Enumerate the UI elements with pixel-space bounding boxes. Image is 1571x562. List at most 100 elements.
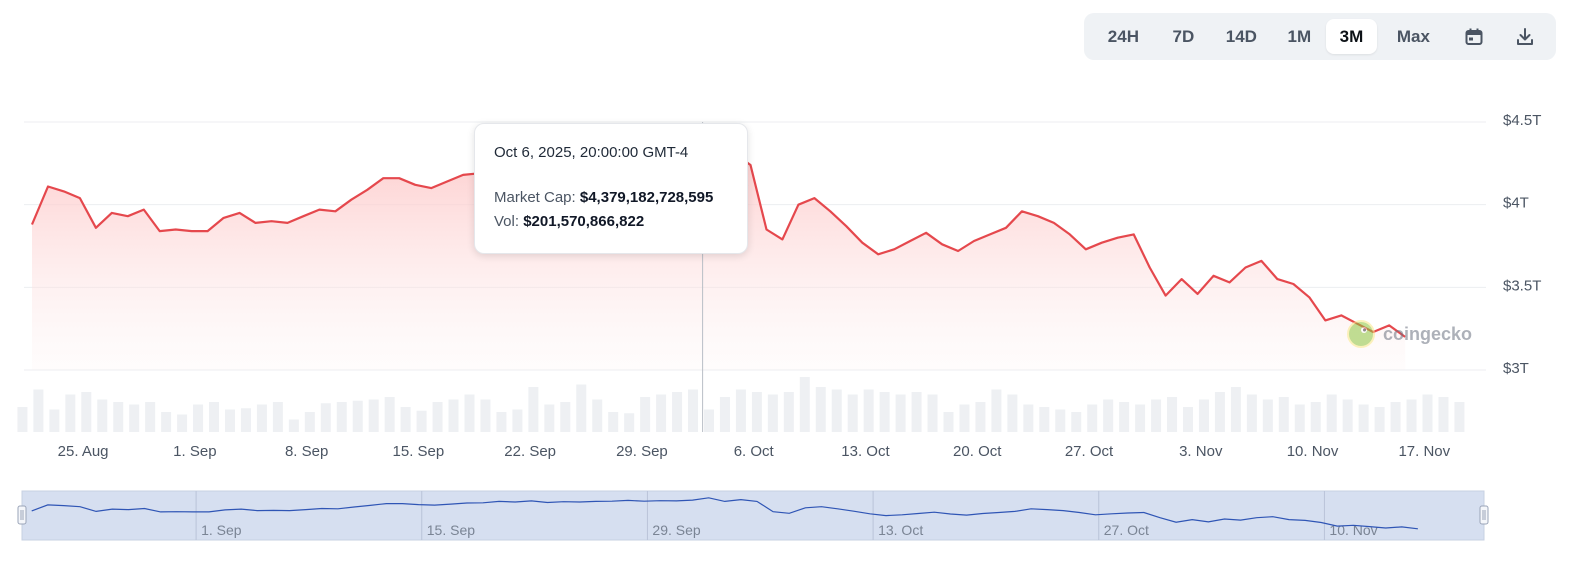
volume-bar — [1342, 399, 1353, 432]
navigator-tick-label: 13. Oct — [878, 522, 923, 538]
volume-bar — [863, 389, 874, 432]
volume-bar — [831, 389, 842, 432]
volume-bar — [735, 389, 746, 432]
range-navigator: 1. Sep 15. Sep 29. Sep 13. Oct 27. Oct 10. No… — [17, 490, 1489, 541]
range-24h-button[interactable]: 24H — [1107, 26, 1139, 46]
volume-bar — [416, 410, 427, 432]
tooltip-volume-value: $201,570,866,822 — [523, 213, 645, 230]
volume-bar — [432, 402, 443, 432]
volume-bar — [943, 412, 954, 432]
navigator-left-handle[interactable] — [17, 505, 27, 525]
volume-bar — [33, 389, 44, 432]
x-tick-label: 20. Oct — [953, 443, 1002, 460]
volume-bar — [97, 399, 108, 432]
data-tooltip: Oct 6, 2025, 20:00:00 GMT-4 Market Cap: … — [474, 123, 748, 254]
volume-bar — [1230, 387, 1241, 432]
range-max-button[interactable]: Max — [1396, 26, 1430, 46]
tooltip-date: Oct 6, 2025, 20:00:00 GMT-4 — [494, 144, 689, 161]
range-3m-button[interactable]: 3M — [1325, 19, 1377, 54]
volume-bar — [927, 394, 938, 432]
volume-bar — [368, 399, 379, 432]
volume-bar — [1262, 399, 1273, 432]
watermark-text: coingecko — [1383, 323, 1473, 344]
volume-bar — [608, 412, 619, 432]
volume-bar — [400, 407, 411, 432]
volume-bar — [1278, 397, 1289, 432]
volume-bar — [1422, 394, 1433, 432]
navigator-line — [31, 497, 1418, 530]
tooltip-volume: Vol: $201,570,866,822 — [494, 213, 747, 230]
volume-bar — [975, 402, 986, 432]
volume-bar — [688, 389, 699, 432]
tooltip-market-cap-value: $4,379,182,728,595 — [579, 189, 714, 206]
volume-bar — [1087, 404, 1098, 432]
volume-bar — [1390, 402, 1401, 432]
volume-bar — [480, 399, 491, 432]
x-tick-label: 27. Oct — [1065, 443, 1114, 460]
download-icon[interactable] — [1501, 19, 1550, 54]
volume-bar — [879, 392, 890, 432]
volume-bar — [224, 409, 235, 432]
navigator-tick-label: 1. Sep — [201, 522, 242, 538]
volume-bar — [1374, 407, 1385, 432]
volume-bar — [959, 404, 970, 432]
volume-bar — [320, 403, 331, 432]
volume-bar — [815, 387, 826, 432]
volume-bar — [1007, 394, 1018, 432]
volume-bar — [240, 408, 251, 432]
x-tick-label: 25. Aug — [58, 443, 109, 460]
tooltip-market-cap: Market Cap: $4,379,182,728,595 — [494, 189, 747, 206]
volume-bar — [1326, 394, 1337, 432]
volume-bar — [991, 389, 1002, 432]
x-tick-label: 6. Oct — [734, 443, 775, 460]
volume-bar — [895, 394, 906, 432]
x-tick-label: 17. Nov — [1398, 443, 1450, 460]
x-tick-label: 8. Sep — [285, 443, 328, 460]
volume-bar — [129, 404, 140, 432]
range-14d-button[interactable]: 14D — [1225, 26, 1257, 46]
y-tick-label: $4T — [1503, 195, 1529, 212]
volume-bar — [1358, 404, 1369, 432]
range-7d-button[interactable]: 7D — [1172, 26, 1195, 46]
y-axis: $4.5T $4T $3.5T $3T — [1503, 112, 1541, 377]
volume-bar — [544, 404, 555, 432]
volume-bar — [1294, 404, 1305, 432]
volume-bar — [719, 397, 730, 432]
volume-bar — [1310, 402, 1321, 432]
volume-bar — [496, 412, 507, 432]
navigator-right-handle[interactable] — [1479, 505, 1489, 525]
volume-bar — [113, 402, 124, 432]
volume-bar — [161, 412, 172, 432]
volume-bar — [592, 399, 603, 432]
volume-bar — [65, 394, 76, 432]
y-tick-label: $3.5T — [1503, 277, 1541, 294]
volume-bar — [272, 402, 283, 432]
volume-bar — [384, 397, 395, 432]
volume-bar — [847, 394, 858, 432]
x-axis: 25. Aug 1. Sep 8. Sep 15. Sep 22. Sep 29. Sep… — [58, 443, 1451, 460]
volume-bar — [256, 404, 267, 432]
volume-bar — [193, 404, 204, 432]
volume-bar — [81, 392, 92, 432]
gecko-logo-icon — [1347, 320, 1375, 348]
volume-bar — [1119, 402, 1130, 432]
volume-bar — [1135, 404, 1146, 432]
volume-bar — [672, 392, 683, 432]
navigator-tick-label: 10. Nov — [1329, 522, 1377, 538]
volume-bar — [1406, 399, 1417, 432]
range-1m-button[interactable]: 1M — [1287, 26, 1312, 46]
volume-bar — [656, 394, 667, 432]
navigator-window — [21, 490, 1485, 541]
x-tick-label: 1. Sep — [173, 443, 216, 460]
volume-bar — [640, 397, 651, 432]
x-tick-label: 15. Sep — [393, 443, 445, 460]
volume-bar — [49, 409, 60, 432]
calendar-icon[interactable] — [1450, 19, 1499, 54]
volume-bars — [17, 377, 1465, 432]
y-tick-label: $4.5T — [1503, 112, 1541, 129]
volume-bar — [448, 399, 459, 432]
volume-bar — [783, 392, 794, 432]
volume-bar — [576, 384, 587, 432]
x-tick-label: 22. Sep — [504, 443, 556, 460]
